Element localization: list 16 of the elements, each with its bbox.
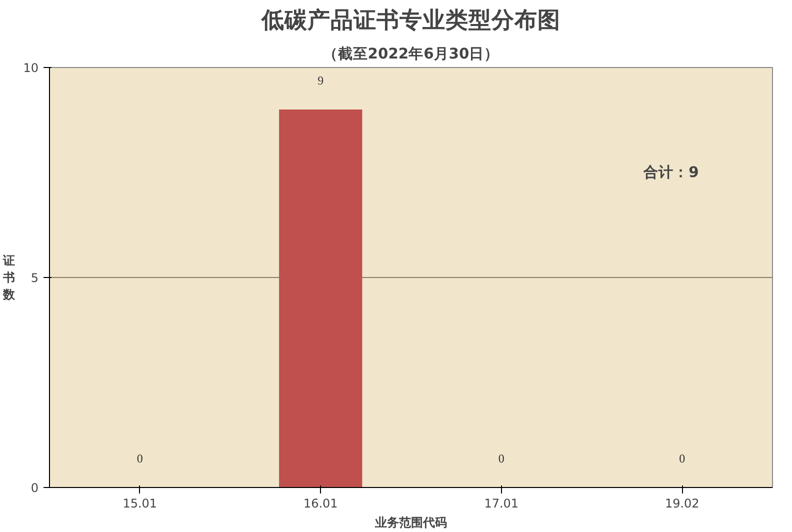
x-tick-label: 17.01 (484, 496, 519, 510)
data-label: 9 (318, 74, 324, 88)
y-axis-title: 证书数 (2, 254, 16, 302)
x-tick-label: 19.02 (664, 496, 700, 510)
data-label: 0 (498, 452, 504, 466)
x-tick-label: 15.01 (122, 496, 158, 510)
x-axis-title: 业务范围代码 (374, 516, 447, 530)
y-tick-label: 10 (23, 61, 39, 75)
annotation: 合计：9 (642, 164, 699, 181)
x-tick-label: 16.01 (303, 496, 338, 510)
y-tick-label: 0 (30, 481, 39, 495)
data-label: 0 (679, 452, 686, 466)
data-label: 0 (136, 452, 143, 466)
chart-title: 低碳产品证书专业类型分布图 (260, 8, 560, 34)
chart-subtitle: （截至2022年6月30日） (322, 46, 500, 62)
y-tick-label: 5 (30, 271, 39, 285)
